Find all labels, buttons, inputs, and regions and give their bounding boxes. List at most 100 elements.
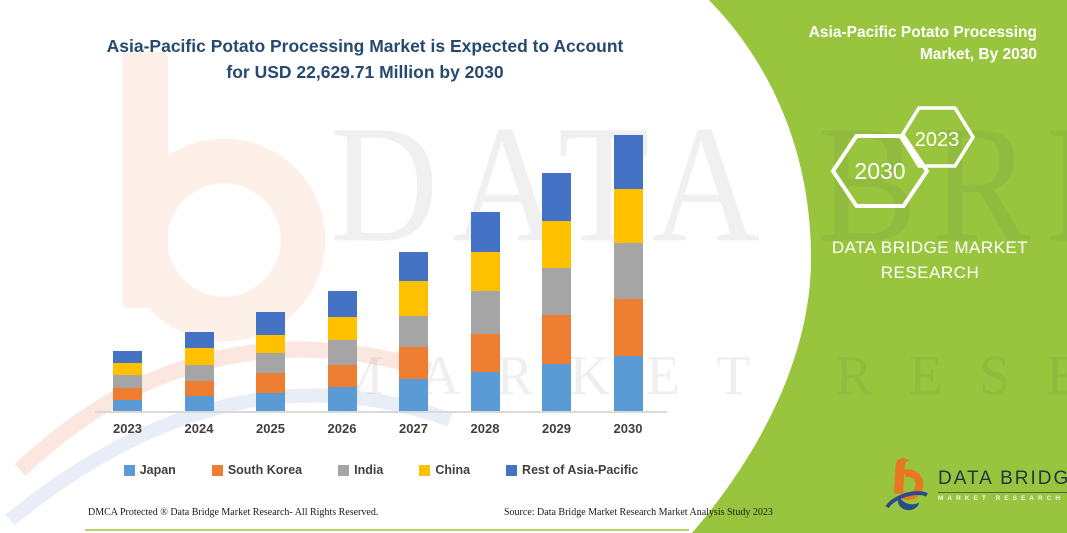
side-panel-title-line1: Asia-Pacific Potato Processing bbox=[808, 24, 1037, 41]
green-panel-path bbox=[692, 0, 1067, 533]
bar-segment-china-2024 bbox=[184, 347, 214, 366]
bar-segment-china-2028 bbox=[470, 251, 500, 292]
bar-segment-south-korea-2024 bbox=[184, 381, 214, 397]
footer-green-line bbox=[85, 529, 689, 531]
footer-source-text: Source: Data Bridge Market Research Mark… bbox=[504, 507, 773, 518]
x-tick-2024: 2024 bbox=[184, 421, 214, 436]
legend-label-rest-of-asia-pacific: Rest of Asia-Pacific bbox=[522, 463, 639, 477]
bar-segment-china-2029 bbox=[542, 220, 571, 269]
bar-segment-japan-2027 bbox=[399, 379, 428, 411]
x-tick-2025: 2025 bbox=[256, 421, 285, 436]
bar-segment-india-2029 bbox=[542, 268, 571, 316]
side-panel-title-line2: Market, By 2030 bbox=[919, 46, 1037, 64]
side-panel-title: Asia-Pacific Potato Processing Market, B… bbox=[742, 22, 1037, 67]
company-logo: DATA BRIDGE MARKET RESEARCH bbox=[884, 456, 1067, 514]
bar-segment-japan-2029 bbox=[542, 363, 571, 411]
side-panel-wordmark: DATA BRIDGE MARKET RESEARCH bbox=[795, 236, 1065, 285]
bar-segment-south-korea-2030 bbox=[613, 299, 643, 356]
bar-segment-japan-2030 bbox=[613, 355, 643, 411]
legend-item-japan: Japan bbox=[123, 463, 176, 477]
bar-segment-rest-of-asia-pacific-2026 bbox=[327, 290, 357, 317]
bar-segment-rest-of-asia-pacific-2025 bbox=[256, 312, 285, 335]
bar-segment-india-2027 bbox=[399, 316, 428, 347]
footer-dmca-text: DMCA Protected ® Data Bridge Market Rese… bbox=[88, 507, 379, 518]
bar-segment-rest-of-asia-pacific-2024 bbox=[184, 332, 214, 348]
logo-text: DATA BRIDGE MARKET RESEARCH bbox=[938, 468, 1067, 502]
swoosh-outline bbox=[885, 491, 928, 509]
bar-segment-china-2027 bbox=[399, 281, 428, 317]
wordmark-line2: RESEARCH bbox=[880, 262, 980, 282]
watermark-row2: MARKET RESEARCH bbox=[334, 345, 1067, 407]
legend-swatch-south-korea bbox=[211, 464, 223, 476]
bar-segment-india-2024 bbox=[184, 365, 214, 382]
legend-swatch-rest-of-asia-pacific bbox=[506, 464, 518, 476]
bar-segment-china-2030 bbox=[613, 188, 643, 244]
bar-segment-south-korea-2025 bbox=[256, 373, 285, 393]
bar-segment-rest-of-asia-pacific-2027 bbox=[399, 252, 428, 282]
watermark-swoosh-pink bbox=[14, 341, 433, 476]
bar-segment-rest-of-asia-pacific-2029 bbox=[542, 172, 571, 221]
chart-title: Asia-Pacific Potato Processing Market is… bbox=[80, 33, 650, 86]
watermark-b-bowl bbox=[122, 138, 326, 342]
x-tick-2029: 2029 bbox=[542, 421, 571, 436]
legend-swatch-japan bbox=[123, 464, 135, 476]
bar-segment-south-korea-2028 bbox=[470, 333, 500, 372]
bar-segment-india-2028 bbox=[470, 291, 500, 334]
hexagon-2023 bbox=[898, 106, 976, 168]
hexagon-2030-label: 2030 bbox=[854, 158, 905, 184]
bar-segment-china-2026 bbox=[327, 316, 357, 340]
x-tick-2028: 2028 bbox=[470, 421, 500, 436]
bar-segment-india-2023 bbox=[113, 375, 142, 388]
legend-item-china: China bbox=[419, 463, 470, 477]
hexagon-2023-label: 2023 bbox=[915, 129, 960, 151]
legend-swatch-india bbox=[338, 464, 350, 476]
wordmark-line1: DATA BRIDGE MARKET bbox=[831, 238, 1029, 257]
bar-segment-south-korea-2029 bbox=[542, 315, 571, 364]
bar-segment-japan-2024 bbox=[184, 396, 214, 411]
watermark-b-stem bbox=[122, 52, 168, 308]
legend-item-rest-of-asia-pacific: Rest of Asia-Pacific bbox=[506, 463, 638, 477]
swoosh-crescent bbox=[897, 496, 920, 511]
logo-subtext: MARKET RESEARCH bbox=[938, 495, 1065, 502]
bar-segment-china-2025 bbox=[256, 334, 285, 354]
x-axis-line bbox=[95, 411, 667, 413]
logo-divider bbox=[938, 492, 1067, 493]
bar-segment-south-korea-2027 bbox=[399, 346, 428, 380]
bar-segment-india-2026 bbox=[327, 339, 357, 365]
bar-segment-south-korea-2023 bbox=[113, 387, 142, 400]
legend-item-south-korea: South Korea bbox=[211, 463, 303, 477]
b-stem bbox=[893, 458, 912, 495]
bar-segment-japan-2028 bbox=[470, 371, 500, 411]
legend-label-china: China bbox=[435, 463, 471, 477]
x-tick-2027: 2027 bbox=[399, 421, 428, 436]
hexagon-2030 bbox=[830, 134, 930, 208]
watermark-row1: DATA BRIDGE bbox=[330, 91, 1067, 278]
bar-segment-china-2023 bbox=[113, 363, 142, 376]
logo-name: DATA BRIDGE bbox=[938, 468, 1067, 489]
legend-label-japan: Japan bbox=[139, 463, 176, 477]
x-tick-2023: 2023 bbox=[113, 421, 142, 436]
bar-segment-rest-of-asia-pacific-2023 bbox=[113, 351, 142, 364]
legend: Japan South Korea India China Rest of Asia-P… bbox=[95, 463, 667, 477]
bar-segment-rest-of-asia-pacific-2030 bbox=[613, 135, 643, 189]
hexagon-badges: 2030 2023 bbox=[830, 106, 976, 208]
bar-segment-rest-of-asia-pacific-2028 bbox=[470, 212, 500, 252]
bar-segment-japan-2023 bbox=[113, 399, 142, 411]
bar-segment-japan-2025 bbox=[256, 392, 285, 411]
legend-item-india: India bbox=[338, 463, 383, 477]
x-tick-2030: 2030 bbox=[613, 421, 643, 436]
legend-label-south-korea: South Korea bbox=[227, 463, 303, 477]
legend-swatch-china bbox=[419, 464, 431, 476]
bar-segment-india-2025 bbox=[256, 353, 285, 374]
bar-segment-south-korea-2026 bbox=[327, 364, 357, 387]
b-bowl bbox=[901, 469, 924, 500]
chart-title-line2: for USD 22,629.71 Million by 2030 bbox=[226, 62, 504, 83]
legend-label-india: India bbox=[354, 463, 384, 477]
bar-segment-india-2030 bbox=[613, 243, 643, 300]
